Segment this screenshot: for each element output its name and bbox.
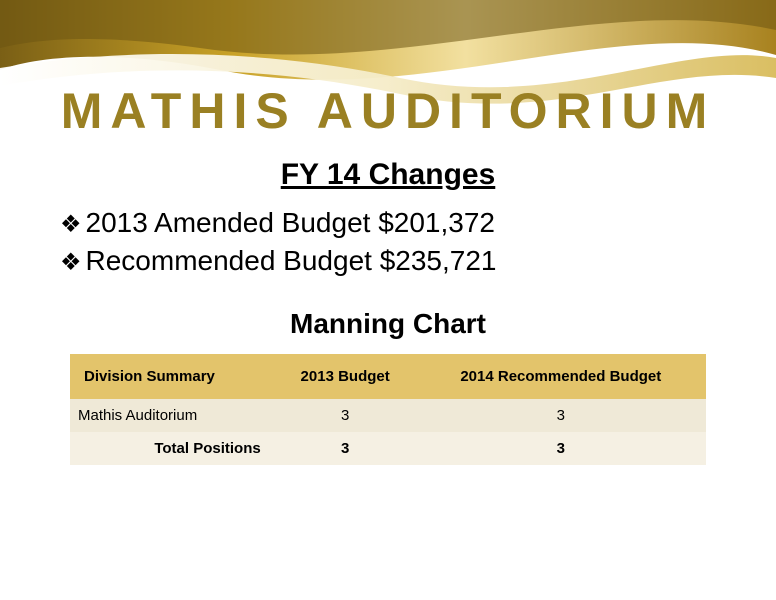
bullet-item: Recommended Budget $235,721 <box>60 242 776 280</box>
bullet-list: 2013 Amended Budget $201,372 Recommended… <box>60 204 776 280</box>
col-2013: 2013 Budget <box>275 354 416 399</box>
bullet-item: 2013 Amended Budget $201,372 <box>60 204 776 242</box>
cell-2013: 3 <box>275 399 416 432</box>
cell-label: Mathis Auditorium <box>70 399 275 432</box>
cell-total-label: Total Positions <box>70 432 275 465</box>
chart-title: Manning Chart <box>0 308 776 340</box>
table-header-row: Division Summary 2013 Budget 2014 Recomm… <box>70 354 706 399</box>
manning-table: Division Summary 2013 Budget 2014 Recomm… <box>70 354 706 465</box>
col-2014: 2014 Recommended Budget <box>416 354 706 399</box>
table-total-row: Total Positions 3 3 <box>70 432 706 465</box>
page-title: MATHIS AUDITORIUM <box>0 82 776 140</box>
cell-total-2014: 3 <box>416 432 706 465</box>
cell-total-2013: 3 <box>275 432 416 465</box>
cell-2014: 3 <box>416 399 706 432</box>
table-row: Mathis Auditorium 3 3 <box>70 399 706 432</box>
col-division: Division Summary <box>70 354 275 399</box>
subtitle: FY 14 Changes <box>0 158 776 192</box>
